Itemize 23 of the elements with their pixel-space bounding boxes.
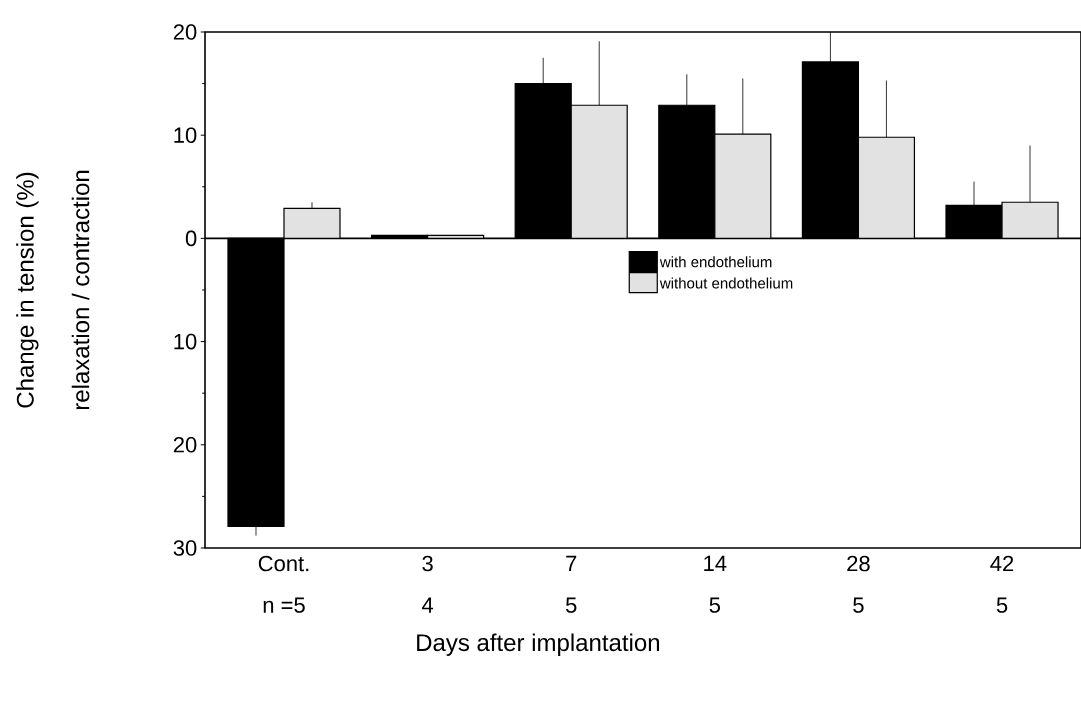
legend-label: without endothelium — [659, 277, 793, 289]
text: 5 — [996, 597, 1008, 613]
x-tick-label: 14 — [704, 555, 727, 571]
y-tick-label: 20 — [173, 24, 197, 40]
x-tick-label: 42 — [990, 555, 1014, 572]
text: Change in tension (%) — [16, 172, 39, 408]
text: 5 — [709, 597, 720, 613]
text: 5 — [565, 597, 577, 613]
text: 5 — [853, 597, 864, 613]
text: n =5 — [263, 597, 305, 613]
y-tick-label: 10 — [174, 333, 197, 350]
x-tick-label: Cont. — [258, 555, 309, 572]
y-axis-title: relaxation / contraction — [71, 170, 90, 410]
y-tick-label: 0 — [185, 230, 197, 247]
legend-label: with endothelium — [659, 256, 772, 268]
x-tick-label: 3 — [422, 555, 433, 572]
y-tick-label: 10 — [174, 127, 197, 143]
y-tick-label: 30 — [173, 540, 197, 556]
x-tick-label: 28 — [847, 555, 870, 572]
text: 4 — [421, 597, 434, 613]
y-tick-label: 20 — [173, 437, 197, 453]
x-axis-title: Days after implantation — [417, 633, 660, 656]
x-tick-label: 7 — [566, 555, 577, 571]
